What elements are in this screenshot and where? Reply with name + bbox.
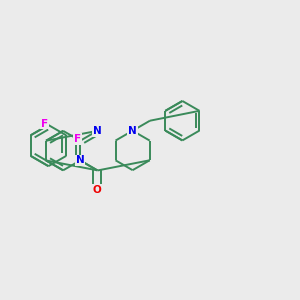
Text: O: O [93,185,102,195]
Text: N: N [76,155,85,165]
Text: F: F [41,118,48,128]
Text: N: N [128,126,137,136]
Text: F: F [74,134,81,144]
Text: N: N [93,126,102,136]
